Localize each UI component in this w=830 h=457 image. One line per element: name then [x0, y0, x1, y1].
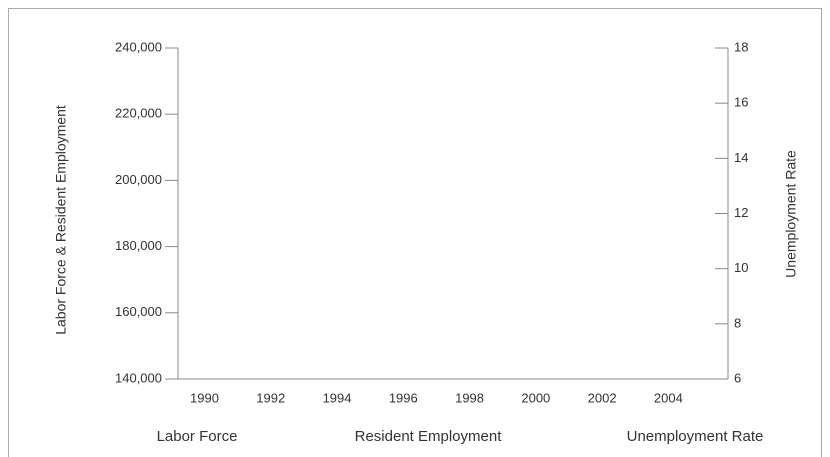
- y2-tick-label: 14: [734, 150, 748, 165]
- legend-label: Labor Force: [157, 428, 238, 445]
- x-tick-label: 1994: [323, 390, 352, 405]
- y2-tick-label: 10: [734, 260, 748, 275]
- x-tick-label: 2004: [654, 390, 683, 405]
- x-tick-label: 1998: [455, 390, 484, 405]
- y2-axis-title: Unemployment Rate: [783, 150, 799, 278]
- x-tick-label: 1992: [256, 390, 285, 405]
- x-tick-label: 1990: [190, 390, 219, 405]
- y-tick-label: 220,000: [115, 106, 162, 121]
- y2-tick-label: 6: [734, 370, 741, 385]
- y-tick-label: 140,000: [115, 370, 162, 385]
- y-tick-label: 160,000: [115, 304, 162, 319]
- x-tick-label: 2000: [521, 390, 550, 405]
- x-tick-label: 1996: [389, 390, 418, 405]
- y-tick-label: 180,000: [115, 238, 162, 253]
- y-tick-label: 200,000: [115, 172, 162, 187]
- y2-tick-label: 16: [734, 95, 748, 110]
- x-tick-label: 2002: [588, 390, 617, 405]
- legend-label: Resident Employment: [355, 428, 503, 445]
- frame: [8, 8, 822, 457]
- y-axis-title: Labor Force & Resident Employment: [53, 105, 69, 335]
- legend-label: Unemployment Rate: [627, 428, 764, 445]
- y2-tick-label: 8: [734, 315, 741, 330]
- y2-tick-label: 18: [734, 39, 748, 54]
- y-tick-label: 240,000: [115, 39, 162, 54]
- y2-tick-label: 12: [734, 205, 748, 220]
